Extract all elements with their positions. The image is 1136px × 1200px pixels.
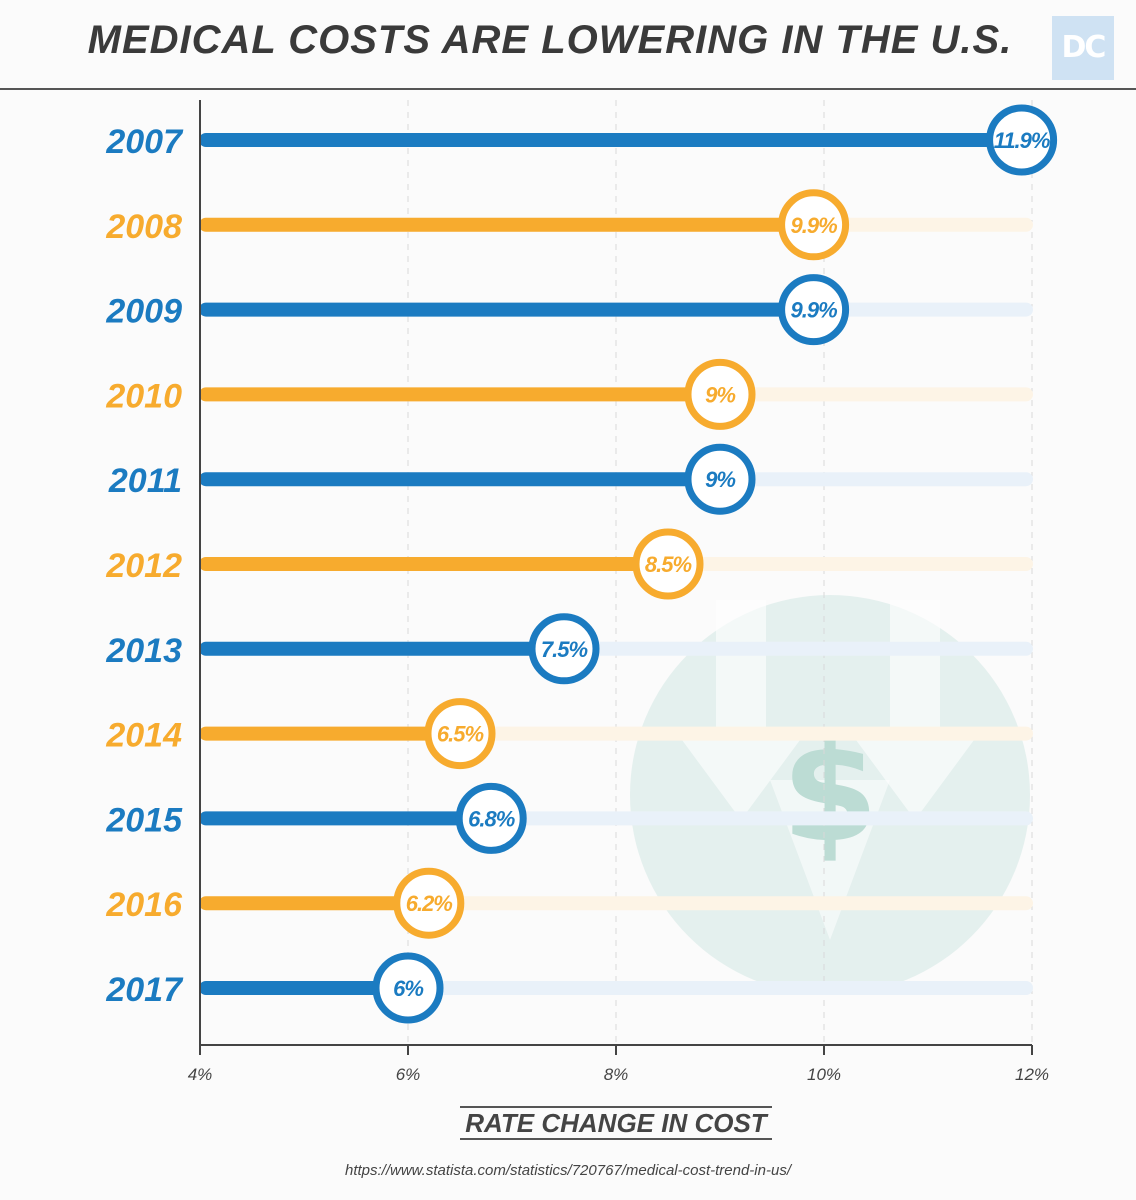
value-bubble-2010 (684, 358, 756, 430)
year-label-2015: 2015 (105, 801, 183, 839)
year-label-2012: 2012 (105, 547, 182, 585)
value-bubble-2009 (778, 274, 850, 346)
value-bubble-2012 (632, 528, 704, 600)
x-tick-label-10: 10% (807, 1065, 841, 1084)
logo: DC (1052, 16, 1114, 80)
year-label-2011: 2011 (108, 462, 182, 500)
x-tick-label-12: 12% (1015, 1065, 1049, 1084)
title-divider (0, 88, 1136, 90)
value-bubble-2013 (528, 613, 600, 685)
value-label-2009: 9.9% (791, 298, 838, 323)
year-label-2017: 2017 (105, 971, 184, 1009)
x-axis-label: RATE CHANGE IN COST (460, 1106, 772, 1140)
x-tick-label-4: 4% (188, 1065, 213, 1084)
value-bubble-2007 (986, 104, 1058, 176)
value-label-2014: 6.5% (437, 722, 484, 747)
year-label-2013: 2013 (105, 632, 182, 670)
bar-chart: $ 11.9%20079.9%20089.9%20099%20109%20118… (105, 100, 1058, 1084)
value-label-2015: 6.8% (468, 806, 515, 831)
value-bubble-2011 (684, 443, 756, 515)
year-label-2010: 2010 (105, 377, 182, 415)
value-bubble-2008 (778, 189, 850, 261)
value-label-2012: 8.5% (645, 552, 692, 577)
year-label-2016: 2016 (105, 886, 183, 924)
x-tick-label-6: 6% (396, 1065, 421, 1084)
source-citation: https://www.statista.com/statistics/7207… (344, 1162, 791, 1179)
year-label-2009: 2009 (105, 293, 182, 331)
value-label-2016: 6.2% (406, 891, 453, 916)
x-tick-label-8: 8% (604, 1065, 629, 1084)
x-axis: 4% 6% 8% 10% 12% (188, 100, 1049, 1084)
page-title: MEDICAL COSTS ARE LOWERING IN THE U.S. (87, 18, 1013, 62)
year-label-2008: 2008 (105, 208, 182, 246)
year-label-2007: 2007 (105, 123, 184, 161)
value-bubble-2014 (424, 698, 496, 770)
value-label-2011: 9% (705, 467, 735, 492)
value-label-2010: 9% (705, 382, 735, 407)
value-label-2008: 9.9% (791, 213, 838, 238)
value-bubble-2015 (455, 782, 527, 854)
watermark-arrow-right (856, 600, 974, 820)
value-label-2017: 6% (393, 976, 423, 1001)
value-bubble-2016 (393, 867, 465, 939)
value-label-2007: 11.9% (994, 128, 1050, 153)
watermark-arrow-left (682, 600, 800, 820)
value-bubble-2017 (372, 952, 444, 1024)
bars: 11.9% 2007 9.9% 2008 9.9% 2009 9% 2010 9% 2011 8.5… (105, 104, 1058, 1024)
year-label-2014: 2014 (105, 717, 182, 755)
value-label-2013: 7.5% (541, 637, 588, 662)
